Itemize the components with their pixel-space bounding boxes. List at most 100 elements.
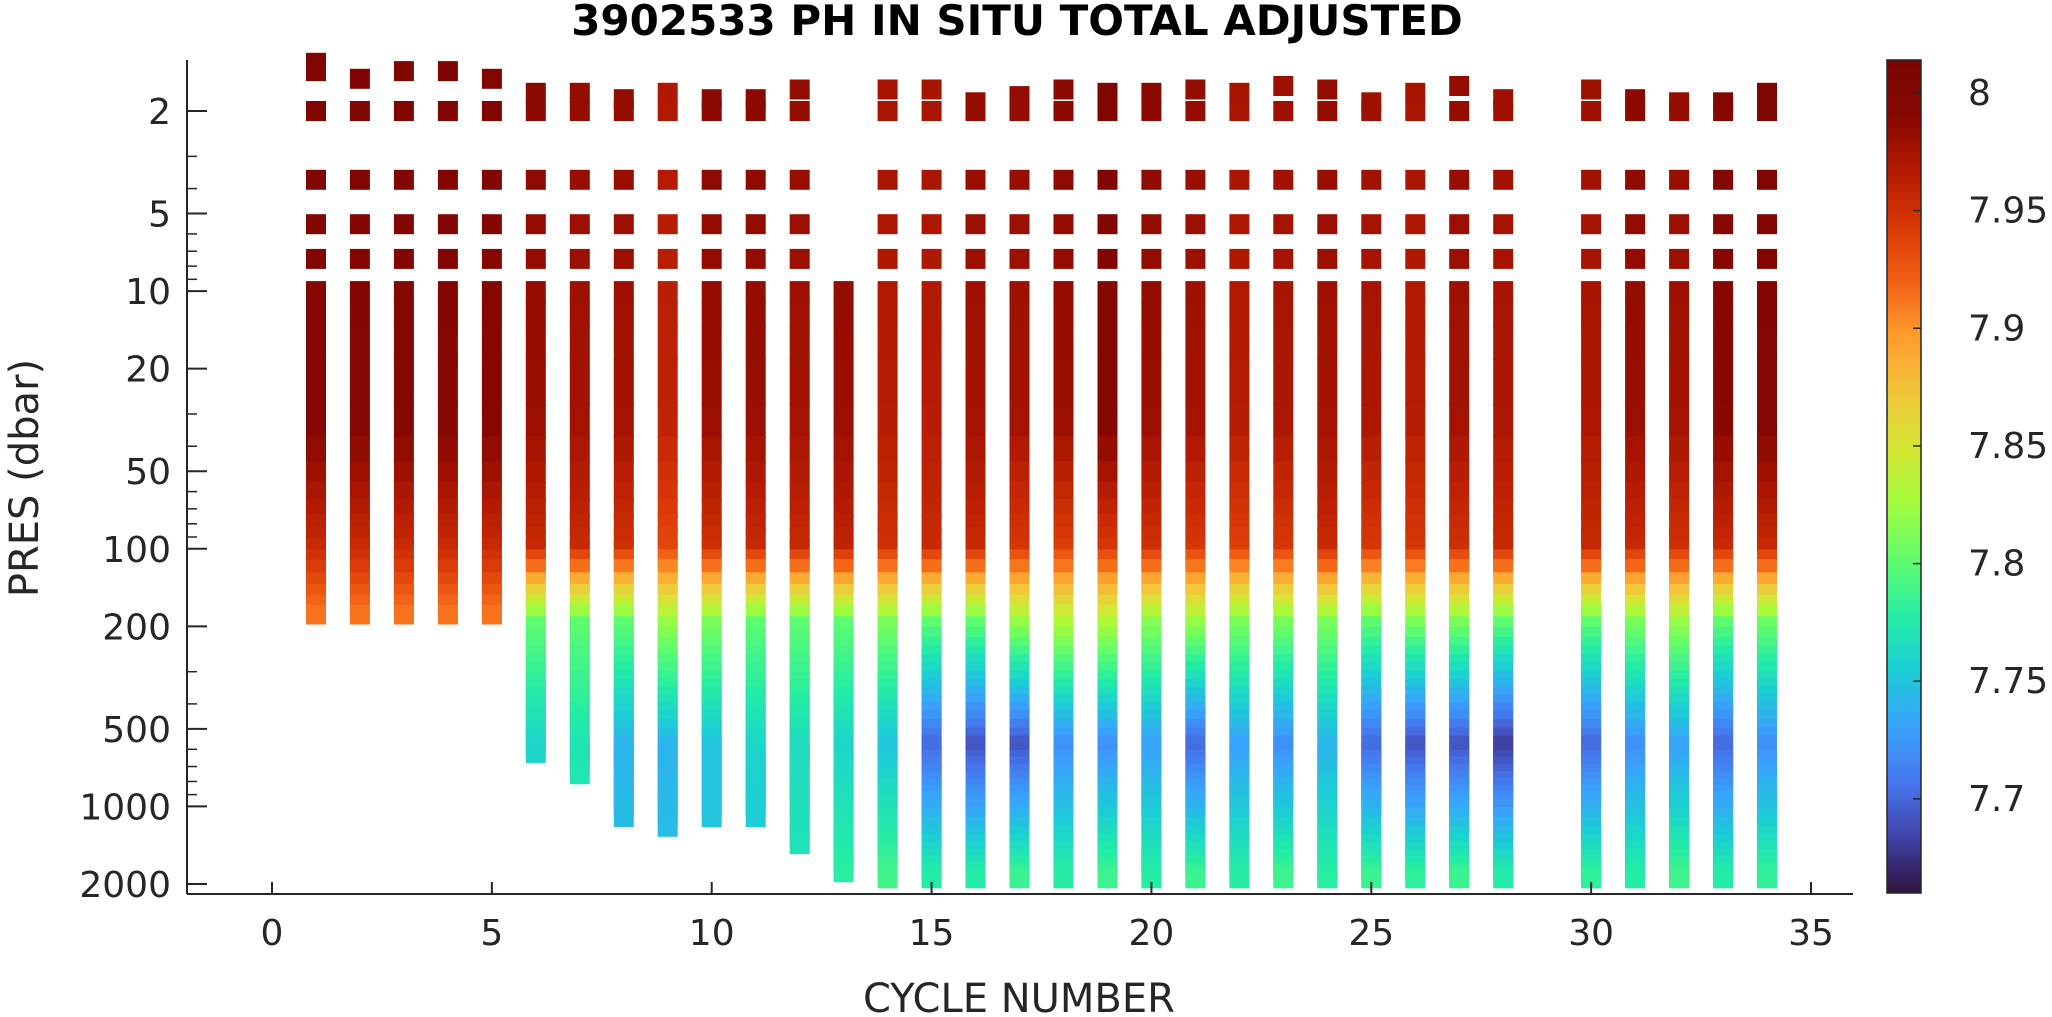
profile-marker [789,358,810,407]
profile-marker [1317,868,1338,889]
profile-marker [1097,301,1118,329]
profile-marker [1669,214,1690,235]
profile-marker [1581,436,1602,464]
profile-marker [1713,404,1734,439]
profile-marker [1493,868,1514,889]
profile-marker [1009,248,1030,269]
profile-marker [306,169,326,190]
profile-marker [657,248,678,269]
profile-marker [1625,436,1646,464]
profile-marker [306,101,326,121]
profile-marker [1449,214,1470,235]
profile-marker [789,248,810,269]
profile-marker [1449,481,1470,502]
profile-marker [437,248,458,269]
profile-marker [657,481,678,502]
profile-marker [306,326,326,361]
profile-marker [1097,481,1118,502]
profile-marker [437,101,458,121]
profile-marker [1053,404,1074,439]
profile-marker [1273,281,1294,304]
profile-marker [1581,868,1602,889]
x-tick-label: 0 [261,913,284,954]
profile-marker [1669,301,1690,329]
profile-marker [1405,214,1426,235]
profile-marker [1273,481,1294,502]
profile-marker [745,281,766,304]
profile-marker [1317,79,1338,100]
profile-marker [1581,301,1602,329]
profile-marker [1713,481,1734,502]
profile-marker [525,101,546,121]
profile-marker [1273,461,1294,484]
profile-marker [1405,326,1426,361]
profile-marker [701,326,722,361]
profile-marker [1229,461,1250,484]
profile-marker [1669,169,1690,190]
profile-marker [1317,436,1338,464]
y-ticks: 2 5 10 20 50 100 200 500 1000 2000 [79,92,207,906]
profile-marker [1185,169,1206,190]
profile-marker [1141,281,1162,304]
profile-marker [393,281,414,304]
profile-marker [1317,326,1338,361]
profile-marker [613,301,634,329]
profile-marker [877,248,898,269]
profile-marker [745,214,766,235]
profile-marker [437,61,458,82]
profile-marker [1053,436,1074,464]
profile-marker [1493,281,1514,304]
profile-marker [1317,358,1338,407]
profile-marker [1669,436,1690,464]
profile-marker [1669,461,1690,484]
profile-marker [1141,436,1162,464]
profile-marker [701,436,722,464]
profile-marker [306,404,326,439]
profile-marker [701,481,722,502]
profile-marker [481,214,502,235]
profile-marker [1229,868,1250,889]
profile-marker [877,326,898,361]
profile-marker [1581,481,1602,502]
profile-marker [1185,79,1206,100]
profile-marker [965,461,986,484]
y-tick-label: 200 [102,607,171,648]
profile-marker [921,436,942,464]
profile-marker [1141,169,1162,190]
profile-marker [1405,868,1426,889]
y-tick-label: 2000 [79,865,171,906]
profile-marker [349,404,370,439]
profile-marker [437,169,458,190]
profile-marker [525,742,546,763]
profile-marker [613,101,634,121]
profile-marker [657,169,678,190]
profile-marker [1405,281,1426,304]
profile-marker [1141,301,1162,329]
profile-marker [1053,358,1074,407]
colorbar: 7.7 7.75 7.8 7.85 7.9 7.95 8 [1886,59,2048,894]
profile-marker [965,248,986,269]
profile-marker [393,461,414,484]
profile-marker [1669,481,1690,502]
profile-marker [1669,358,1690,407]
profile-marker [481,436,502,464]
profile-marker [833,461,854,484]
profile-marker [1581,358,1602,407]
x-tick-label: 30 [1568,913,1614,954]
profile-marker [657,301,678,329]
profile-marker [1273,301,1294,329]
profile-marker [481,169,502,190]
profile-marker [1141,248,1162,269]
profile-marker [349,101,370,121]
profile-marker [877,101,898,121]
profile-marker [1757,169,1777,190]
profile-marker [393,326,414,361]
profile-marker [1713,461,1734,484]
profile-marker [1493,358,1514,407]
profile-marker [569,301,590,329]
profile-marker [745,461,766,484]
profile-marker [569,404,590,439]
profile-marker [1405,461,1426,484]
profile-marker [569,326,590,361]
profile-marker [1229,301,1250,329]
